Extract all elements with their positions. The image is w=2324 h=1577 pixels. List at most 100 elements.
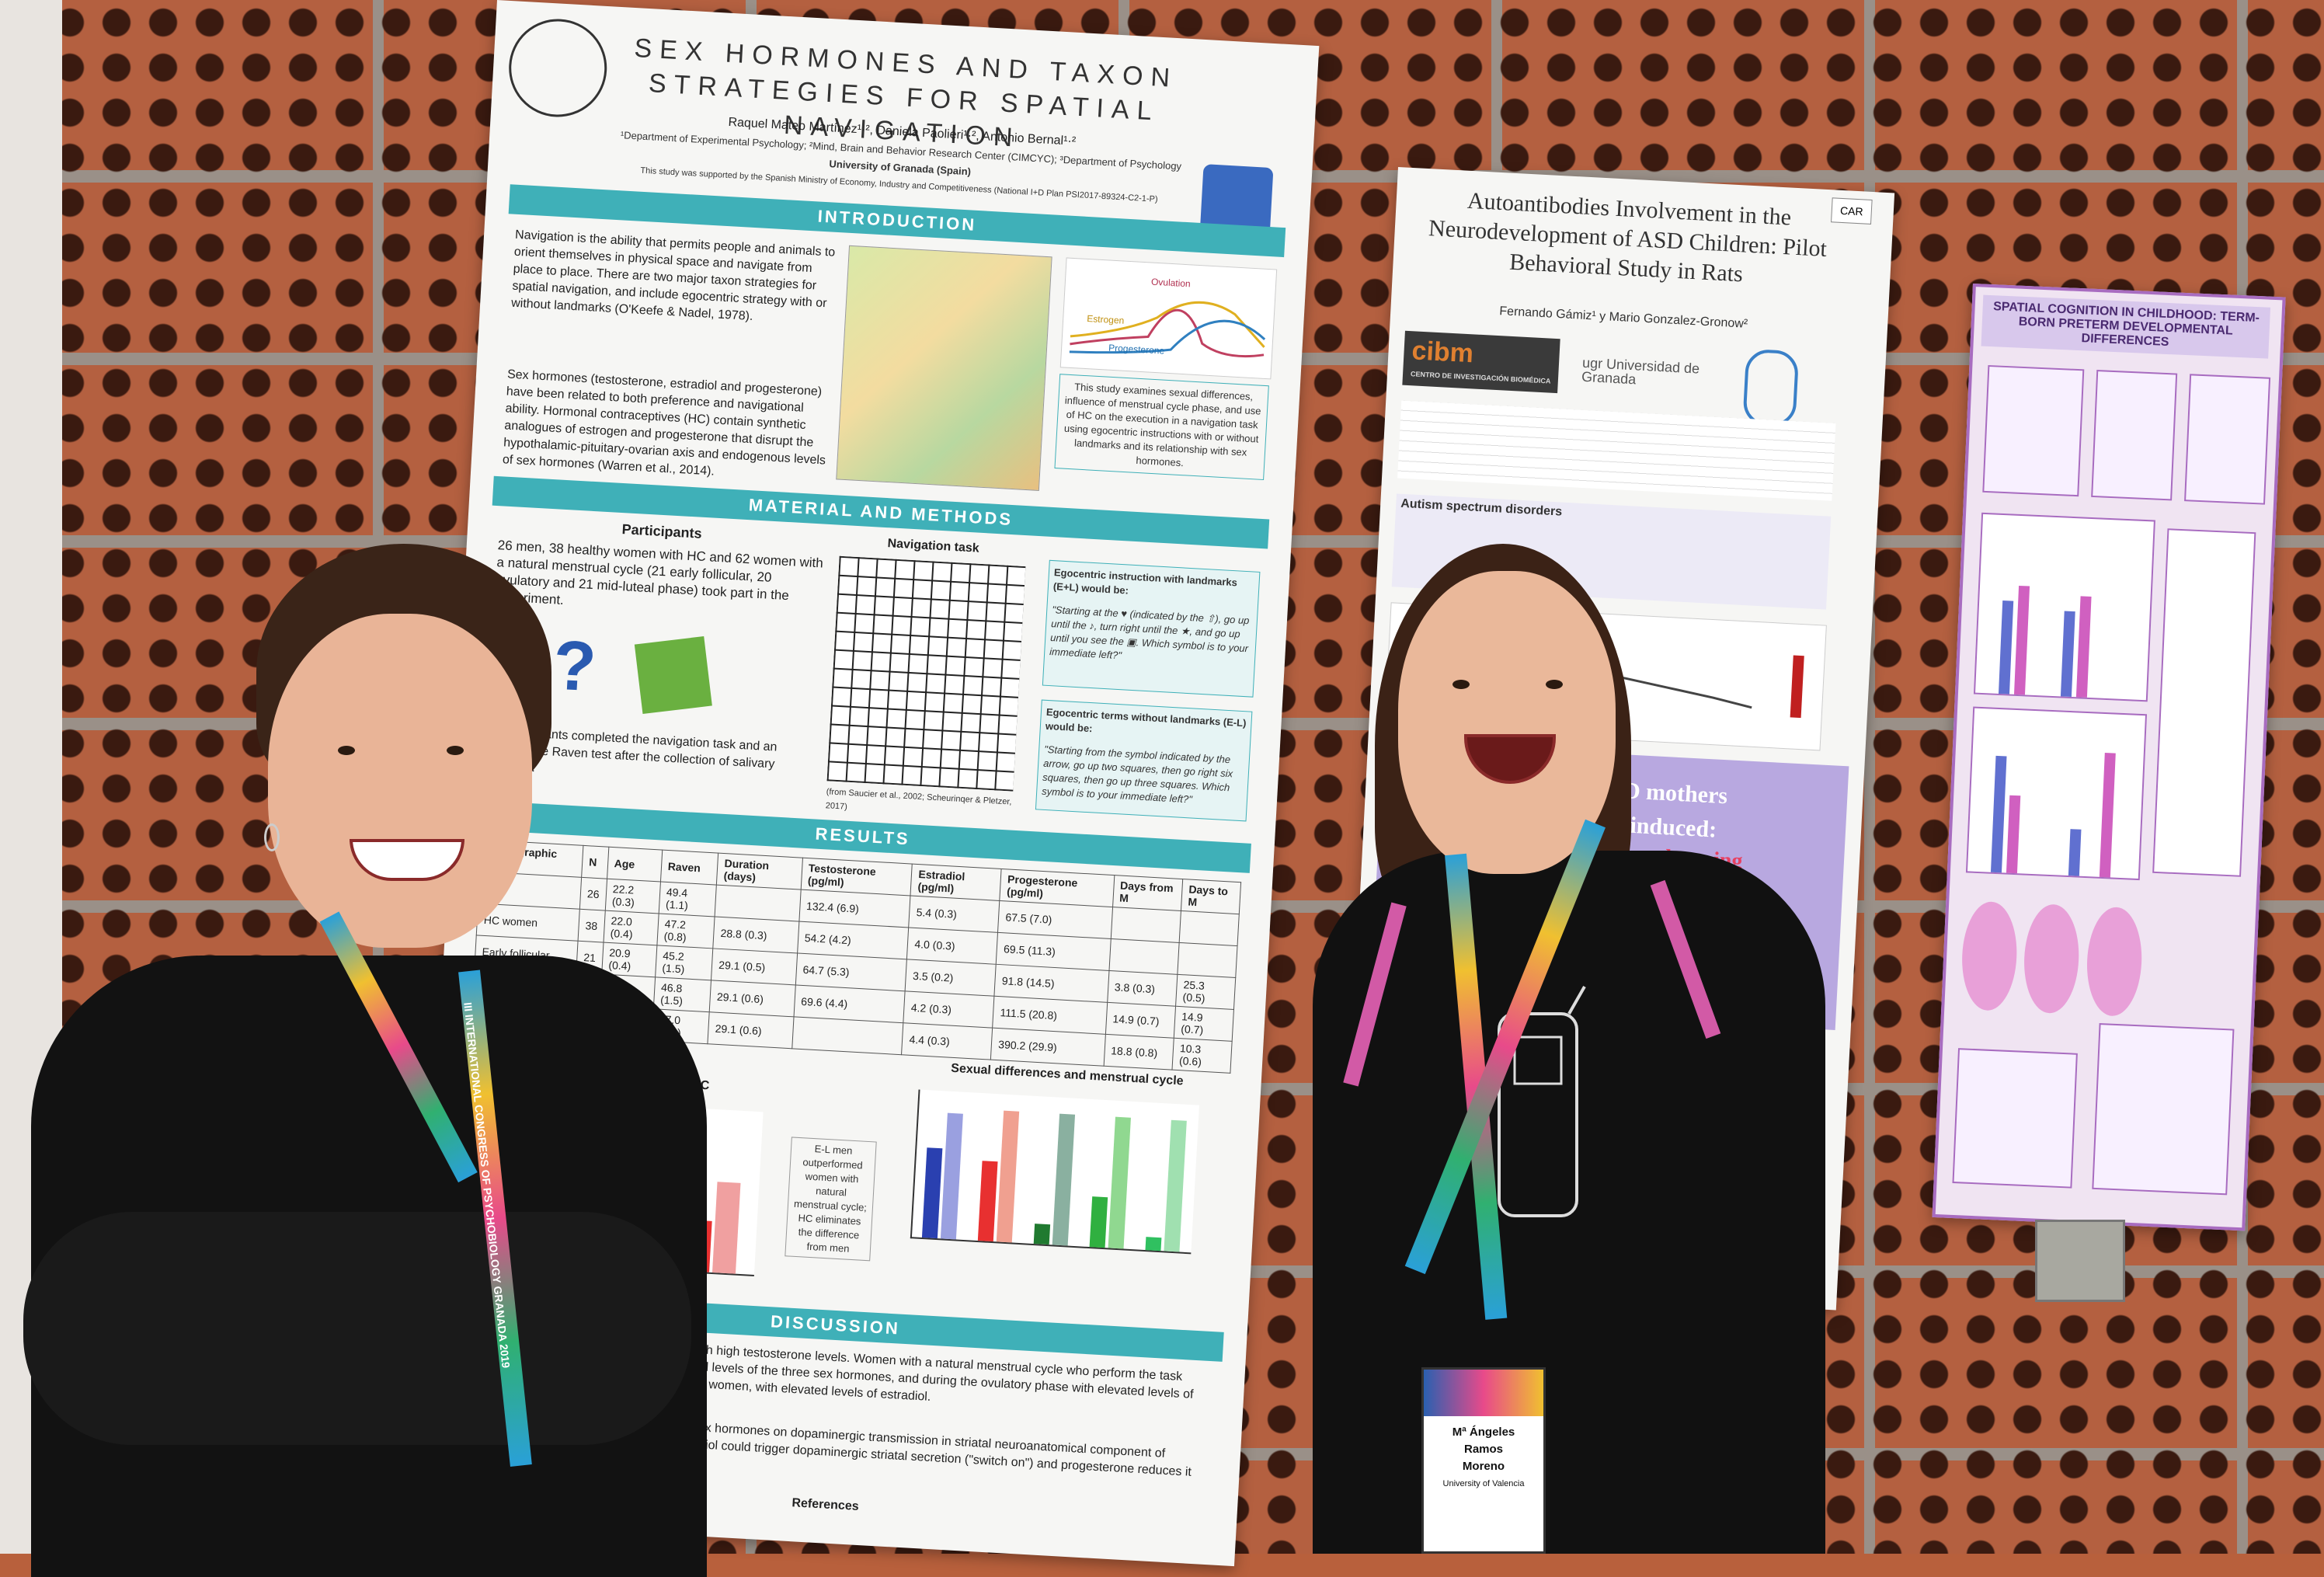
university-seal-icon [506, 16, 610, 120]
table-cell: 28.8 (0.3) [712, 916, 799, 953]
table-header-cell: Duration (days) [716, 853, 803, 890]
table-cell: 45.2 (1.5) [655, 945, 713, 980]
graph-label-ovulation: Ovulation [1151, 277, 1191, 290]
table-cell: 22.2 (0.3) [604, 879, 661, 914]
table-header-cell: Days to M [1181, 879, 1241, 914]
table-cell: 14.9 (0.7) [1105, 1002, 1176, 1039]
table-header-cell: N [581, 845, 609, 879]
symbol-grid [826, 555, 1026, 792]
table-cell: 46.8 (1.5) [653, 976, 711, 1012]
chart-bar-E-L-ovulatory [1089, 1196, 1108, 1248]
table-cell: 18.8 (0.8) [1103, 1034, 1174, 1070]
study-aim-box: This study examines sexual differences, … [1054, 374, 1269, 481]
chart1-note: E-L men outperformed women with natural … [785, 1137, 877, 1262]
table-cell: 3.8 (0.3) [1107, 970, 1178, 1007]
cibm-logo: cibm CENTRO DE INVESTIGACIÓN BIOMÉDICA [1402, 330, 1560, 394]
table-cell: 49.4 (1.1) [658, 882, 717, 917]
chart-bar-E-L-men [921, 1147, 943, 1239]
phone-graphic-shirt [1498, 986, 1586, 1217]
right-photos-column [2152, 528, 2256, 877]
chart-bar-E+L-ovulatory [1108, 1116, 1132, 1249]
table-cell: 14.9 (0.7) [1174, 1006, 1234, 1042]
right-circles [1959, 900, 2151, 1032]
poster-right-title: SPATIAL COGNITION IN CHILDHOOD: TERM-BOR… [1981, 294, 2271, 359]
person-left-eye-left [338, 746, 355, 755]
chart-bar-E+L-women-hc [712, 1182, 741, 1274]
table-cell: 4.0 (0.3) [906, 927, 998, 965]
person-left-earring [264, 823, 280, 851]
right-box-3 [2184, 374, 2271, 505]
table-cell: 29.1 (0.6) [708, 1011, 794, 1049]
right-bar-chart-2 [1965, 706, 2148, 881]
table-cell: 26 [579, 877, 607, 911]
city-map-image [836, 245, 1052, 491]
poster-spatial-cognition: SPATIAL COGNITION IN CHILDHOOD: TERM-BOR… [1932, 284, 2286, 1231]
graph-label-estrogen: Estrogen [1087, 313, 1125, 326]
right-box-conclusions [2092, 1022, 2235, 1196]
badge-affiliation: University of Valencia [1442, 1479, 1525, 1488]
table-cell: 22.0 (0.4) [603, 910, 659, 945]
chart-bar-E+L-women-hc [996, 1110, 1020, 1243]
intro-text-hormones: Sex hormones (testosterone, estradiol an… [502, 367, 826, 479]
asd-section-title: Autism spectrum disorders [1400, 496, 1563, 519]
table-cell: 390.2 (29.9) [990, 1028, 1105, 1067]
poster-sex-hormones: SEX HORMONES AND TAXON STRATEGIES FOR SP… [412, 0, 1320, 1567]
poster-middle-title: Autoantibodies Involvement in the Neurod… [1428, 187, 1828, 287]
brain-logo-icon [1742, 348, 1800, 428]
right-bar-chart-1 [1973, 512, 2155, 702]
ugr-logo-text: ugr Universidad de Granada [1581, 354, 1700, 388]
nav-task-source: (from Saucier et al., 2002; Scheurinqer … [825, 787, 1012, 812]
chart-bar-E+L-men [941, 1112, 964, 1240]
table-cell: 47.2 (0.8) [656, 913, 715, 949]
chart-bar-E-L-women-hc [977, 1161, 998, 1242]
table-cell: 4.4 (0.3) [902, 1022, 993, 1060]
table-cell: 25.3 (0.5) [1175, 974, 1236, 1010]
person-right-eye-right [1546, 680, 1563, 689]
question-figure-icon: ? [551, 626, 598, 707]
table-cell [791, 1016, 904, 1055]
table-cell: 38 [578, 909, 605, 943]
table-cell: 29.1 (0.5) [711, 948, 798, 985]
hormone-cycle-graph: Ovulation Estrogen Progesterone [1059, 257, 1278, 380]
person-left-smile [350, 839, 464, 881]
participants-text: 26 men, 38 healthy women with HC and 62 … [494, 538, 824, 607]
table-cell: 5.4 (0.3) [909, 896, 1000, 933]
table-cell [1177, 942, 1238, 978]
maze-map-icon [634, 636, 712, 715]
chart-bar-E+L-mid-luteal [1164, 1119, 1188, 1252]
instruction-box-landmarks: Egocentric instruction with landmarks (E… [1042, 559, 1261, 698]
person-right-face [1398, 571, 1616, 874]
wall-outlet-box [2035, 1220, 2125, 1302]
table-cell [1179, 910, 1240, 946]
person-left-crossed-arms [23, 1212, 691, 1445]
person-left-eye-right [447, 746, 464, 755]
graph-label-progesterone: Progesterone [1108, 343, 1165, 357]
badge-name-2: Ramos [1463, 1443, 1504, 1456]
table-cell: 10.3 (0.6) [1171, 1038, 1233, 1074]
right-box-1 [1982, 364, 2085, 497]
table-cell: 4.2 (0.3) [903, 990, 995, 1029]
cibm-logo-text: cibm [1411, 336, 1474, 369]
person-right-name-badge: Mª Ángeles Ramos Moreno University of Va… [1421, 1367, 1546, 1554]
table-cell: 3.5 (0.2) [905, 959, 997, 997]
chart-bar-E-L-early-follicular [1033, 1224, 1051, 1245]
right-box-references [1952, 1048, 2078, 1189]
badge-name-3: Moreno [1462, 1460, 1505, 1473]
instruction-box-no-landmarks: Egocentric terms without landmarks (E-L)… [1035, 699, 1253, 822]
cibm-logo-sub: CENTRO DE INVESTIGACIÓN BIOMÉDICA [1410, 370, 1551, 385]
person-right-eye-left [1452, 680, 1470, 689]
person-right-laugh [1464, 734, 1556, 784]
badge-name-1: Mª Ángeles [1452, 1426, 1515, 1439]
table-header-cell: Estradiol (pg/ml) [910, 864, 1002, 901]
table-cell [1108, 938, 1180, 975]
person-right-body [1313, 851, 1825, 1554]
person-left-face [268, 614, 532, 948]
chart-bar-E-L-mid-luteal [1145, 1237, 1162, 1252]
badge-header [1424, 1370, 1543, 1416]
intro-text: Navigation is the ability that permits p… [510, 228, 836, 324]
poster-middle-authors: Fernando Gámiz¹ y Mario Gonzalez-Gronow² [1498, 305, 1748, 331]
chart-bar-E+L-early-follicular [1052, 1113, 1076, 1246]
table-cell [1110, 907, 1181, 943]
right-box-2 [2091, 370, 2178, 501]
instruction-no-landmarks-text: "Starting from the symbol indicated by t… [1041, 743, 1233, 806]
